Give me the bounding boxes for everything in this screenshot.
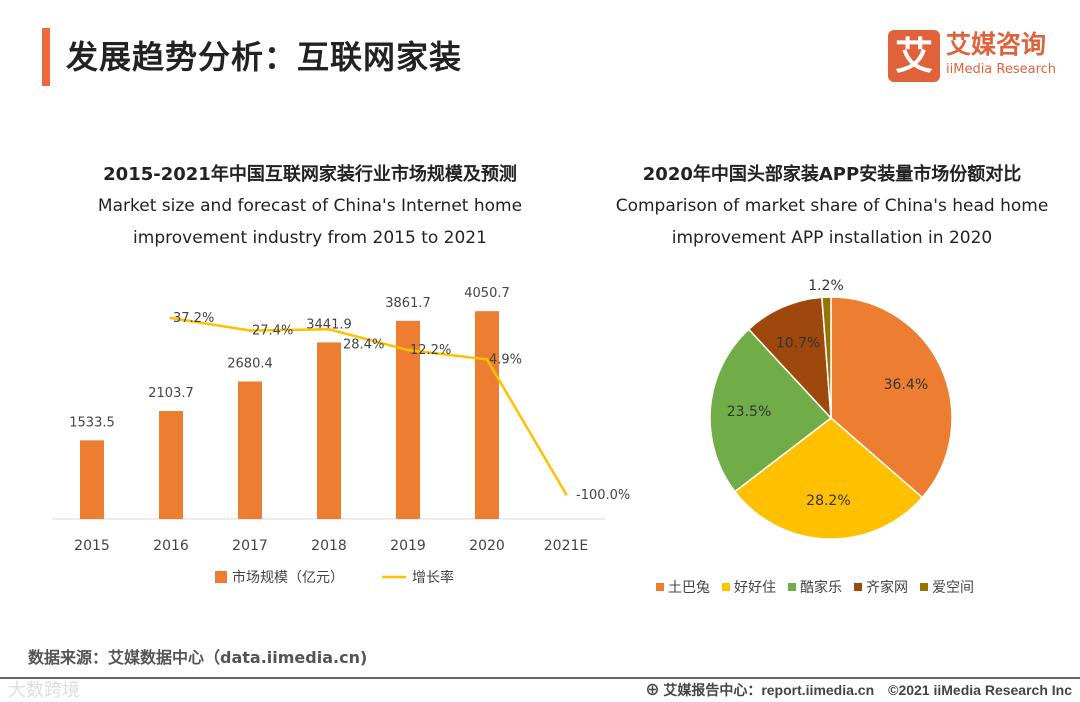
pie-slice-label: 23.5% (727, 404, 771, 420)
growth-point (564, 492, 568, 496)
x-tick-label: 2019 (390, 538, 426, 554)
bar (80, 440, 104, 519)
x-tick-label: 2016 (153, 538, 189, 554)
pie-chart-subtitle-1: Comparison of market share of China's he… (615, 196, 1049, 216)
pie-chart-title: 2020年中国头部家装APP安装量市场份额对比 (642, 164, 1022, 185)
x-tick-label: 2017 (232, 538, 268, 554)
logo: 艾 艾媒咨询 iiMedia Research (888, 30, 1078, 82)
pie-slice-label: 36.4% (884, 377, 928, 393)
bar-value-label: 1533.5 (69, 415, 115, 430)
legend-label: 好好住 (734, 580, 776, 596)
legend-swatch (722, 583, 730, 591)
growth-value-label: 37.2% (173, 311, 214, 326)
pie-chart-subtitle-2: improvement APP installation in 2020 (671, 228, 993, 248)
legend-label: 齐家网 (866, 579, 908, 596)
pie-slice (821, 296, 832, 419)
bar (396, 320, 420, 519)
pie-slice (733, 417, 924, 540)
logo-cn: 艾媒咨询 (946, 30, 1047, 59)
title-accent-bar (42, 28, 50, 86)
legend-swatch (854, 583, 862, 591)
bar (475, 311, 499, 519)
bar-chart-subtitle-1: Market size and forecast of China's Inte… (97, 196, 523, 216)
bar-value-label: 3861.7 (385, 296, 431, 311)
footer-divider (0, 677, 1080, 679)
legend-line-label: 增长率 (412, 569, 454, 586)
legend-swatch (920, 583, 928, 591)
bar-value-label: 2680.4 (227, 356, 273, 371)
legend-swatch (656, 583, 664, 591)
bar (317, 342, 341, 519)
pie-slice-label: 10.7% (776, 336, 820, 352)
legend-label: 土巴兔 (668, 580, 710, 596)
x-tick-label: 2015 (74, 538, 110, 554)
bar (159, 411, 183, 519)
data-source: 数据来源：艾媒数据中心（data.iimedia.cn) (28, 648, 368, 667)
legend-bar-label: 市场规模（亿元） (232, 569, 344, 586)
growth-point (485, 357, 489, 361)
legend-swatch (788, 583, 796, 591)
bar-value-label: 4050.7 (464, 286, 510, 301)
growth-value-label: 12.2% (410, 343, 451, 358)
growth-rate-line (170, 316, 568, 495)
pie-slice-label: 28.2% (806, 493, 850, 509)
growth-value-label: -100.0% (576, 488, 630, 503)
growth-point (169, 316, 173, 320)
legend-label: 爱空间 (932, 580, 974, 596)
logo-mark: 艾 (888, 30, 940, 82)
bar-value-label: 2103.7 (148, 386, 194, 401)
page-title: 发展趋势分析：互联网家装 (66, 38, 463, 76)
pie-slice (709, 328, 833, 493)
pie-slice-label: 1.2% (808, 278, 844, 294)
watermark: 大数跨境 (8, 680, 80, 701)
bar (238, 381, 262, 519)
pie-slice (747, 296, 832, 421)
growth-point (248, 329, 252, 333)
x-tick-label: 2020 (469, 538, 505, 554)
growth-point (327, 327, 331, 331)
logo-en: iiMedia Research (946, 62, 1057, 77)
legend-label: 酷家乐 (800, 579, 842, 596)
footer-credit: ⊕ 艾媒报告中心：report.iimedia.cn ©2021 iiMedia… (645, 682, 1072, 698)
bar-chart-subtitle-2: improvement industry from 2015 to 2021 (133, 228, 487, 248)
x-tick-label: 2021E (544, 538, 588, 554)
legend-bar-swatch (215, 571, 227, 583)
growth-value-label: 4.9% (489, 352, 522, 367)
growth-value-label: 27.4% (252, 324, 293, 339)
x-tick-label: 2018 (311, 538, 347, 554)
pie-slice (830, 296, 953, 499)
growth-point (406, 348, 410, 352)
bar-chart-title: 2015-2021年中国互联网家装行业市场规模及预测 (103, 164, 517, 185)
growth-value-label: 28.4% (343, 337, 384, 352)
